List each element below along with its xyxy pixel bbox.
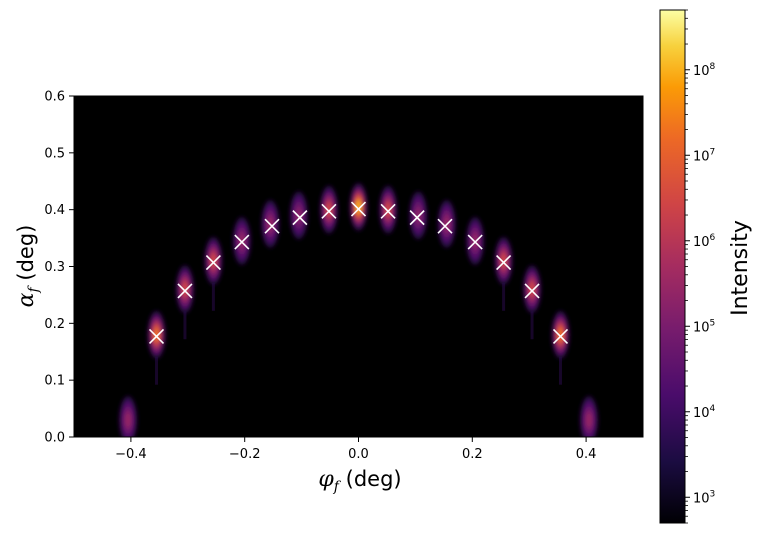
intensity-peak <box>232 216 251 265</box>
y-tick-label: 0.4 <box>44 203 65 218</box>
plot-background <box>74 96 643 437</box>
intensity-peak <box>349 182 368 231</box>
intensity-peak <box>147 310 166 359</box>
peak-marker <box>496 254 512 271</box>
peak-contour <box>586 412 592 427</box>
peak-streak <box>558 356 562 385</box>
y-tick-label: 0.5 <box>44 146 65 161</box>
peak-marker <box>380 203 396 219</box>
colorbar-tick-label: 104 <box>693 404 716 421</box>
colorbar-axis: 103 104 105 106 107 108 <box>685 9 716 524</box>
intensity-peaks <box>119 182 598 437</box>
peak-marker <box>205 254 221 271</box>
x-tick-label: −0.4 <box>115 447 147 462</box>
intensity-peak <box>289 191 308 240</box>
colorbar-tick-label: 108 <box>693 62 716 79</box>
x-axis-label: φf (deg) <box>318 467 401 495</box>
y-tick-label: 0.0 <box>44 431 65 446</box>
peak-marker <box>321 203 337 219</box>
peak-markers <box>148 201 569 344</box>
peak-marker <box>552 328 569 344</box>
peak-marker <box>292 210 308 226</box>
peak-marker <box>350 201 367 217</box>
y-tick-label: 0.3 <box>44 260 65 275</box>
peak-marker <box>148 328 165 344</box>
colorbar <box>659 9 686 524</box>
peak-marker <box>437 218 453 234</box>
intensity-peak <box>466 216 485 265</box>
intensity-peak <box>494 236 513 285</box>
peak-marker <box>409 210 425 226</box>
colorbar-tick-label: 106 <box>693 233 716 250</box>
x-tick-label: 0.0 <box>348 447 369 462</box>
colorbar-tick-label: 103 <box>693 489 715 506</box>
x-axis: −0.4 −0.2 0.0 0.2 0.4 <box>115 437 596 462</box>
peak-marker <box>234 234 250 250</box>
intensity-peak <box>409 191 428 240</box>
x-tick-label: 0.2 <box>462 447 483 462</box>
peak-streak <box>530 311 534 340</box>
intensity-peak <box>523 265 542 314</box>
peak-streak <box>502 282 506 311</box>
peak-marker <box>467 234 483 250</box>
peak-contour <box>125 412 131 427</box>
intensity-peak <box>379 185 398 234</box>
colorbar-tick-label: 107 <box>693 147 715 164</box>
x-tick-label: −0.2 <box>229 447 261 462</box>
y-tick-label: 0.2 <box>44 317 65 332</box>
colorbar-label: Intensity <box>728 220 753 316</box>
peak-marker <box>524 283 540 299</box>
peak-streak <box>183 311 187 340</box>
intensity-peak <box>551 310 570 359</box>
intensity-peak <box>204 236 223 285</box>
y-tick-label: 0.6 <box>44 90 65 105</box>
y-axis-label: αf (deg) <box>14 225 42 308</box>
intensity-peak <box>119 395 138 437</box>
x-tick-label: 0.4 <box>576 447 597 462</box>
y-tick-label: 0.1 <box>44 374 65 389</box>
colorbar-tick-label: 105 <box>693 318 715 335</box>
peak-streak <box>211 282 215 311</box>
peak-streak <box>155 356 159 385</box>
intensity-peak <box>579 395 598 437</box>
peak-marker <box>177 283 193 299</box>
intensity-peak <box>175 265 194 314</box>
peak-marker <box>264 218 280 234</box>
y-axis: 0.0 0.1 0.2 0.3 0.4 0.5 0.6 <box>44 90 74 446</box>
intensity-peak <box>319 185 338 234</box>
